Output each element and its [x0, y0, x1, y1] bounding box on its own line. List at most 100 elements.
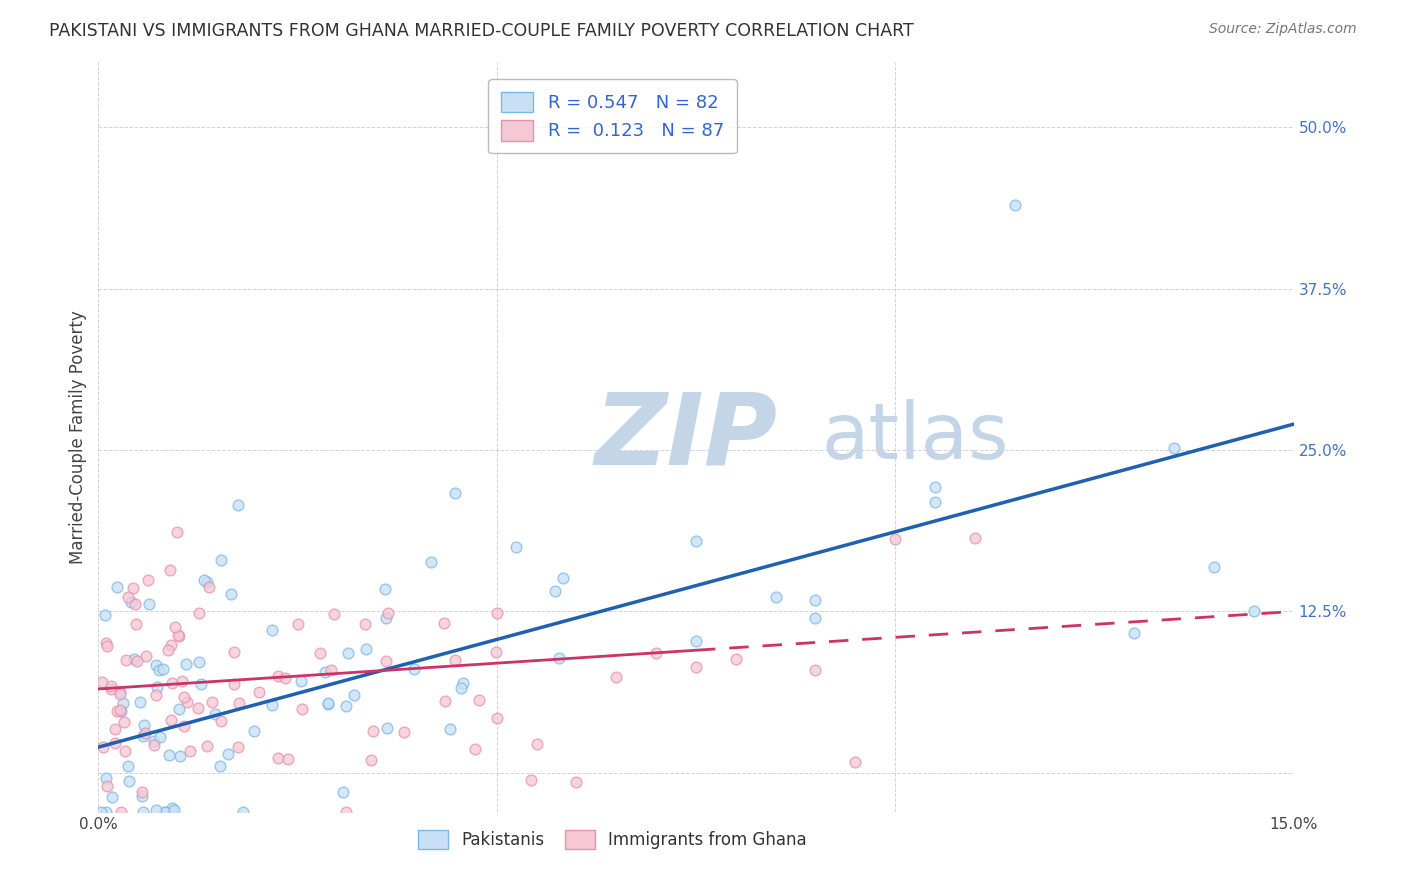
- Text: ZIP: ZIP: [595, 389, 778, 485]
- Point: [314, 665, 336, 679]
- Point: [262, 698, 284, 713]
- Point: [110, 805, 132, 819]
- Point: [136, 573, 159, 587]
- Point: [375, 654, 398, 668]
- Point: [485, 645, 508, 659]
- Point: [145, 688, 167, 702]
- Point: [209, 714, 232, 728]
- Point: [101, 789, 124, 804]
- Point: [188, 655, 211, 669]
- Point: [290, 673, 312, 688]
- Point: [156, 642, 179, 657]
- Point: [565, 774, 588, 789]
- Point: [468, 693, 491, 707]
- Point: [104, 736, 127, 750]
- Point: [520, 773, 543, 788]
- Point: [148, 663, 170, 677]
- Point: [153, 805, 176, 819]
- Point: [157, 748, 180, 763]
- Point: [105, 704, 128, 718]
- Point: [176, 695, 198, 709]
- Point: [1004, 197, 1026, 211]
- Point: [322, 607, 344, 622]
- Point: [551, 570, 574, 584]
- Point: [377, 606, 399, 620]
- Point: [1123, 626, 1146, 640]
- Point: [114, 744, 136, 758]
- Point: [354, 642, 377, 657]
- Point: [274, 671, 297, 685]
- Point: [110, 703, 132, 717]
- Point: [505, 540, 527, 554]
- Point: [267, 751, 290, 765]
- Point: [162, 800, 184, 814]
- Point: [260, 623, 283, 637]
- Point: [963, 531, 986, 545]
- Point: [217, 747, 239, 761]
- Point: [112, 696, 135, 710]
- Point: [142, 738, 165, 752]
- Point: [122, 581, 145, 595]
- Point: [316, 698, 339, 712]
- Point: [464, 742, 486, 756]
- Point: [419, 555, 441, 569]
- Point: [94, 608, 117, 623]
- Point: [125, 617, 148, 632]
- Point: [277, 752, 299, 766]
- Point: [96, 779, 118, 793]
- Point: [219, 587, 242, 601]
- Point: [165, 620, 187, 634]
- Point: [117, 590, 139, 604]
- Point: [804, 663, 827, 677]
- Point: [153, 805, 176, 819]
- Point: [209, 553, 232, 567]
- Point: [129, 695, 152, 709]
- Point: [645, 647, 668, 661]
- Point: [354, 617, 377, 632]
- Point: [131, 789, 153, 804]
- Point: [166, 628, 188, 642]
- Point: [138, 598, 160, 612]
- Point: [118, 774, 141, 789]
- Point: [114, 652, 136, 666]
- Point: [198, 580, 221, 594]
- Point: [159, 713, 181, 727]
- Point: [444, 653, 467, 667]
- Point: [135, 649, 157, 664]
- Point: [94, 805, 117, 819]
- Point: [195, 739, 218, 753]
- Point: [107, 580, 129, 594]
- Point: [884, 532, 907, 546]
- Point: [765, 590, 787, 604]
- Point: [125, 654, 148, 668]
- Point: [94, 772, 117, 786]
- Point: [450, 681, 472, 695]
- Point: [685, 533, 707, 548]
- Point: [131, 805, 153, 819]
- Point: [160, 676, 183, 690]
- Point: [291, 702, 314, 716]
- Point: [173, 719, 195, 733]
- Point: [360, 753, 382, 767]
- Point: [287, 616, 309, 631]
- Point: [392, 724, 415, 739]
- Point: [267, 669, 290, 683]
- Point: [404, 662, 426, 676]
- Point: [134, 725, 156, 739]
- Point: [159, 638, 181, 652]
- Point: [195, 575, 218, 590]
- Point: [309, 646, 332, 660]
- Point: [145, 803, 167, 817]
- Point: [166, 524, 188, 539]
- Point: [316, 696, 339, 710]
- Point: [96, 639, 118, 653]
- Point: [100, 681, 122, 696]
- Point: [804, 593, 827, 607]
- Point: [844, 755, 866, 769]
- Point: [134, 718, 156, 732]
- Point: [124, 652, 146, 666]
- Point: [179, 744, 201, 758]
- Point: [232, 805, 254, 819]
- Point: [924, 495, 946, 509]
- Point: [108, 687, 131, 701]
